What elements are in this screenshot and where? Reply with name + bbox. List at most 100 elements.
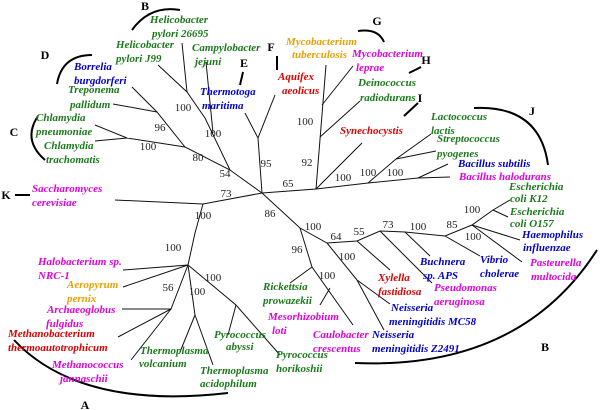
bootstrap-value: 95 — [261, 158, 273, 170]
taxon-line-1: Saccharomyces — [32, 183, 102, 195]
taxon-label: Aeropyrum pernix — [66, 279, 119, 305]
taxon-label: Helicobacter pylori J99 — [115, 39, 175, 65]
group-labels: A B B C D E F G H I J K — [1, 0, 549, 410]
taxon-line-2: influenzae — [523, 242, 571, 254]
taxon-label: Synechocystis — [340, 125, 403, 137]
taxon-label: Deinococcus radiodurans — [357, 77, 416, 104]
bootstrap-value: 100 — [410, 221, 427, 233]
taxon-line-2: leprae — [356, 62, 384, 74]
taxon-label: Thermotoga maritima — [200, 86, 256, 112]
bootstrap-value: 73 — [383, 219, 395, 231]
group-label-k: K — [1, 188, 11, 202]
taxon-line-1: Lactococcus — [430, 111, 487, 123]
taxon-line-1: Buchnera — [419, 256, 466, 268]
taxon-line-2: pylori 26695 — [151, 28, 209, 40]
taxon-line-2: pernix — [66, 293, 97, 305]
taxon-line-2: pylori J99 — [115, 53, 162, 65]
bootstrap-value: 100 — [360, 167, 377, 179]
taxon-line-1: Helicobacter — [115, 39, 175, 51]
taxon-line-1: Aeropyrum — [66, 279, 119, 291]
taxon-label: Halobacterium sp. NRC-1 — [37, 256, 122, 282]
taxon-label: Pseudomonas aeruginosa — [434, 282, 497, 308]
bootstrap-value: 100 — [305, 221, 322, 233]
taxon-line-2: fulgidus — [46, 318, 83, 330]
bootstrap-value: 100 — [464, 204, 481, 216]
taxon-line-1: Thermoplasma — [200, 365, 269, 377]
taxon-line-2: horikoshii — [276, 363, 323, 375]
taxon-line-1: Methanococcus — [51, 359, 124, 371]
taxon-line-2: abyssi — [226, 341, 254, 353]
bootstrap-value: 96 — [155, 122, 167, 134]
taxon-line-1: Borrelia — [73, 61, 112, 73]
bootstrap-value: 80 — [193, 152, 205, 164]
taxon-line-2: pneumoniae — [35, 126, 92, 138]
taxon-line-1: Bacillus halodurans — [458, 171, 551, 183]
taxon-label: Methanobacterium thermoautotrophicum — [7, 328, 108, 354]
group-label-e: E — [240, 56, 248, 70]
taxon-line-2: lactis — [431, 125, 455, 137]
taxon-label: Bacillus halodurans — [458, 171, 551, 183]
taxon-line-2: meningitidis MC58 — [389, 316, 477, 328]
taxon-label: Treponema pallidum — [68, 84, 120, 111]
taxon-label: Chlamydia pneumoniae — [35, 112, 92, 138]
taxon-line-1: Methanobacterium — [7, 328, 95, 340]
taxon-line-1: Campylobacter — [192, 42, 261, 54]
taxon-label: Rickettsia prowazekii — [262, 281, 313, 307]
bootstrap-value: 100 — [189, 286, 206, 298]
taxon-line-1: Pasteurella — [530, 257, 582, 269]
taxon-line-1: Mesorhizobium — [267, 311, 339, 323]
taxon-line-2: meningitidis Z2491 — [372, 343, 460, 355]
taxon-label: Lactococcus lactis — [430, 111, 487, 137]
taxon-line-2: thermoautotrophicum — [8, 342, 108, 354]
taxon-label: Buchnera sp. APS — [419, 256, 466, 282]
taxon-line-1: Halobacterium sp. — [37, 256, 122, 268]
group-label-d: D — [41, 48, 50, 62]
bootstrap-value: 54 — [220, 168, 232, 180]
taxon-label: Bacillus subtilis — [457, 158, 530, 170]
taxon-line-2: crescentus — [313, 343, 361, 355]
group-label-f: F — [267, 40, 274, 54]
bootstrap-value: 100 — [175, 102, 192, 114]
bootstrap-value: 85 — [447, 219, 459, 231]
taxon-line-2: tuberculosis — [292, 49, 347, 61]
bootstrap-value: 100 — [339, 251, 356, 263]
taxon-label: Mycobacterium leprae — [351, 48, 423, 74]
group-arcs — [13, 8, 598, 398]
group-label-b: B — [541, 340, 549, 354]
taxon-line-1: Caulobacter — [313, 329, 369, 341]
taxon-label: Haemophilus influenzae — [521, 229, 583, 254]
group-label-h: H — [421, 53, 431, 67]
taxon-line-2: aeolicus — [282, 85, 319, 97]
taxon-line-1: Helicobacter — [149, 14, 209, 26]
taxon-line-1: Neisseria — [390, 302, 434, 314]
taxon-line-2: radiodurans — [360, 92, 416, 104]
taxon-label: Xylella fastidiosa — [377, 272, 422, 298]
taxon-line-1: Pseudomonas — [434, 282, 497, 294]
taxon-line-1: Streptococcus — [437, 133, 500, 145]
taxon-line-2: fastidiosa — [378, 286, 422, 298]
taxon-label: Escherichia coli K12 — [508, 181, 564, 205]
taxon-line-1: Pyrococcus — [276, 349, 328, 361]
group-label-i: I — [418, 91, 423, 105]
taxon-line-1: Xylella — [377, 272, 410, 284]
taxon-label: Borrelia burgdorferi — [73, 61, 128, 87]
group-label-g: G — [372, 14, 381, 28]
taxon-label: Escherichia coli O157 — [509, 206, 565, 230]
taxon-line-1: Haemophilus — [521, 229, 583, 241]
taxon-label: Caulobacter crescentus — [313, 329, 369, 355]
bootstrap-value: 86 — [265, 208, 277, 220]
taxon-line-2: cerevisiae — [32, 197, 77, 209]
taxon-line-1: Escherichia — [509, 206, 565, 218]
taxon-line-1: Synechocystis — [340, 125, 403, 137]
bootstrap-value: 65 — [283, 178, 295, 190]
taxon-line-2: burgdorferi — [74, 75, 128, 87]
bootstrap-value: 100 — [205, 272, 222, 284]
group-label-j: J — [529, 104, 535, 118]
taxon-line-1: Mycobacterium — [285, 36, 357, 48]
taxon-label: Streptococcus pyogenes — [436, 133, 500, 160]
taxon-line-1: Chlamydia — [36, 112, 86, 124]
bootstrap-value: 100 — [165, 242, 182, 254]
taxon-line-2: NRC-1 — [37, 270, 70, 282]
bootstrap-value: 96 — [292, 244, 304, 256]
